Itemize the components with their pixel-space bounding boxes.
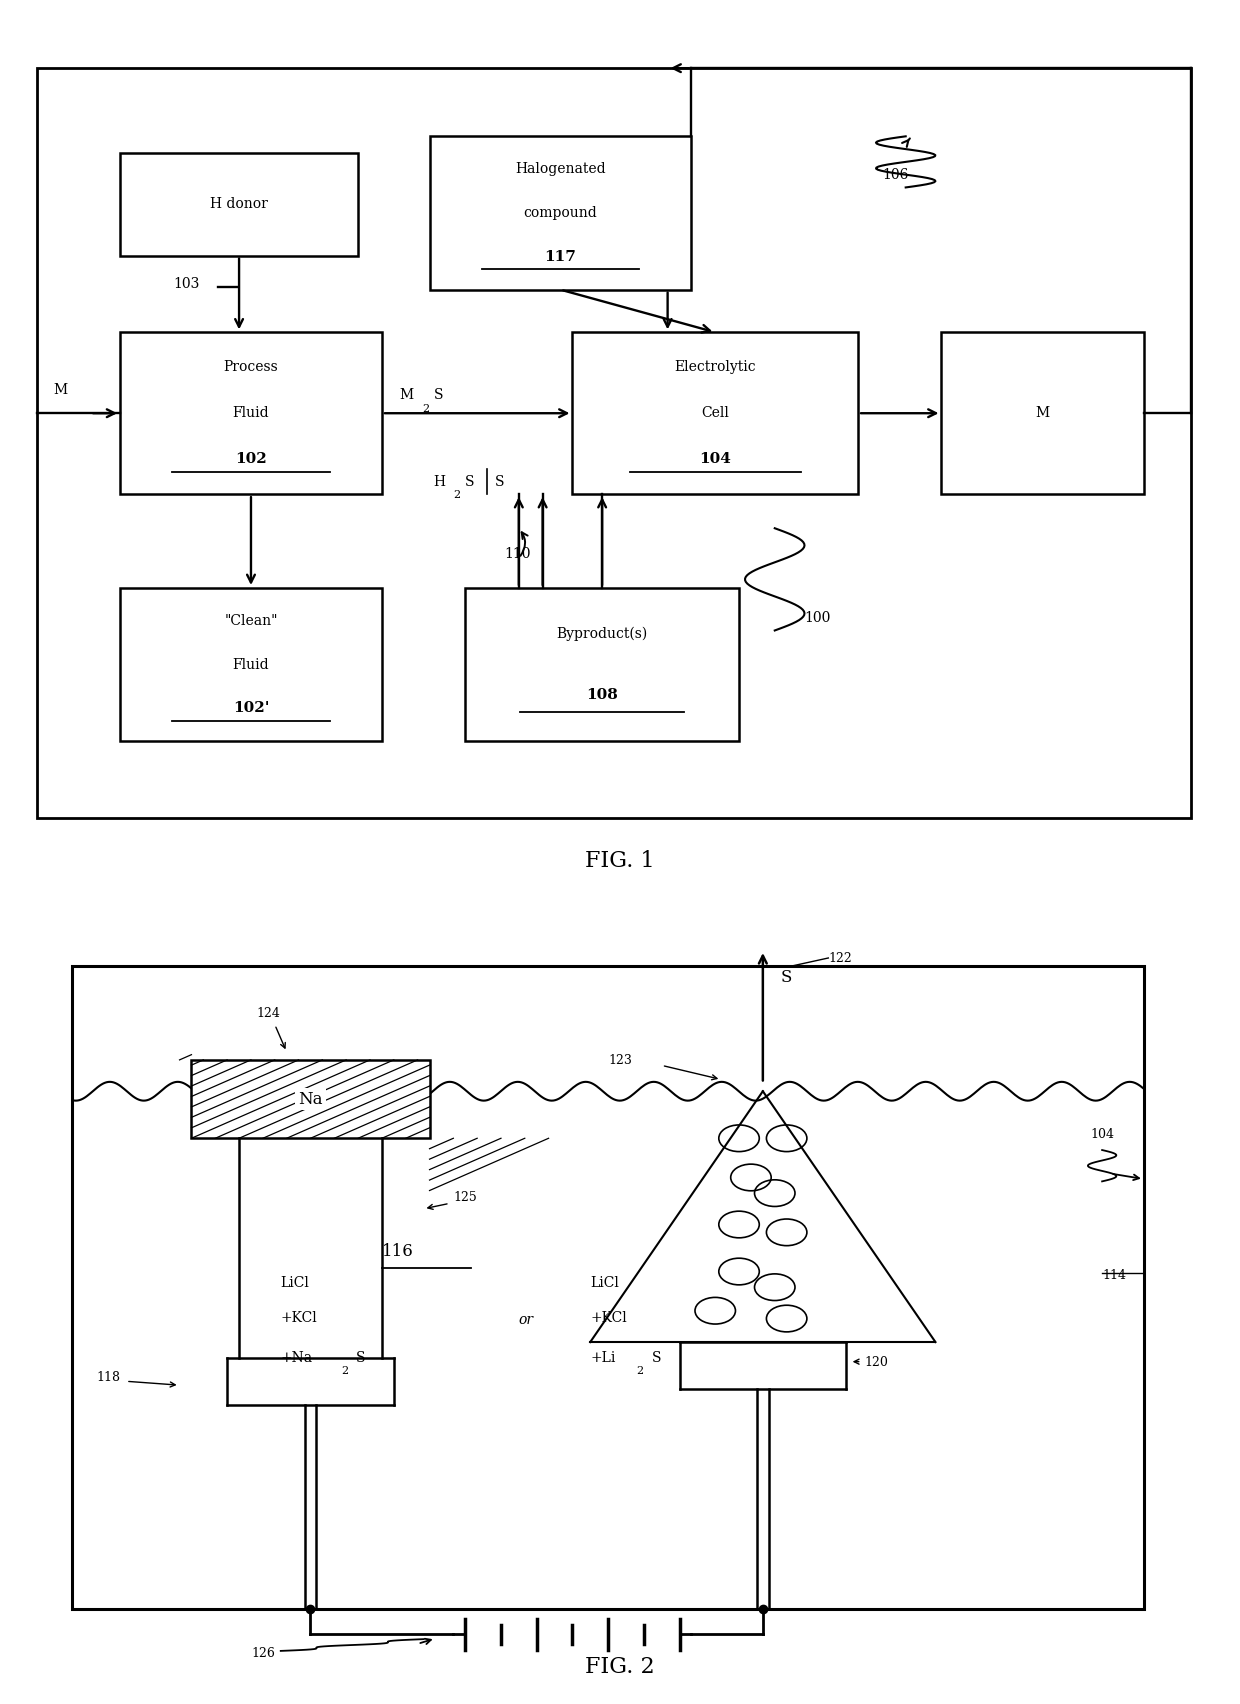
Text: Fluid: Fluid xyxy=(233,658,269,671)
FancyBboxPatch shape xyxy=(429,136,692,290)
Text: Fluid: Fluid xyxy=(233,406,269,421)
FancyBboxPatch shape xyxy=(120,153,358,256)
Text: Halogenated: Halogenated xyxy=(515,162,606,176)
Text: +Na: +Na xyxy=(280,1351,312,1365)
Text: 100: 100 xyxy=(805,612,831,625)
FancyBboxPatch shape xyxy=(72,966,1143,1609)
Text: Electrolytic: Electrolytic xyxy=(675,360,756,373)
Text: Na: Na xyxy=(299,1091,322,1108)
Text: H: H xyxy=(433,475,445,489)
Text: 110: 110 xyxy=(505,547,531,561)
Text: +Li: +Li xyxy=(590,1351,615,1365)
Text: FIG. 2: FIG. 2 xyxy=(585,1656,655,1678)
FancyBboxPatch shape xyxy=(120,588,382,741)
Text: 126: 126 xyxy=(250,1648,275,1660)
Text: Process: Process xyxy=(223,360,278,373)
Text: or: or xyxy=(518,1314,533,1327)
Text: 102: 102 xyxy=(236,453,267,467)
FancyBboxPatch shape xyxy=(120,332,382,494)
Text: 117: 117 xyxy=(544,250,577,264)
Text: 125: 125 xyxy=(454,1191,477,1205)
Text: 124: 124 xyxy=(257,1007,280,1019)
Text: LiCl: LiCl xyxy=(280,1276,310,1290)
Text: 2: 2 xyxy=(423,404,429,414)
Text: Byproduct(s): Byproduct(s) xyxy=(557,627,647,641)
Text: +KCl: +KCl xyxy=(590,1312,627,1326)
Text: compound: compound xyxy=(523,206,598,220)
Text: S: S xyxy=(356,1351,366,1365)
Text: 103: 103 xyxy=(174,278,200,291)
Text: 108: 108 xyxy=(587,688,618,702)
Text: 122: 122 xyxy=(828,953,852,964)
Text: "Clean": "Clean" xyxy=(224,613,278,627)
Text: 104: 104 xyxy=(699,453,732,467)
Text: S: S xyxy=(652,1351,662,1365)
Text: FIG. 1: FIG. 1 xyxy=(585,850,655,871)
Text: 120: 120 xyxy=(864,1356,888,1368)
Text: 104: 104 xyxy=(1090,1128,1115,1142)
FancyBboxPatch shape xyxy=(941,332,1143,494)
Text: 102': 102' xyxy=(233,702,269,716)
Text: M: M xyxy=(1035,406,1049,421)
Text: S: S xyxy=(465,475,475,489)
Text: 2: 2 xyxy=(636,1367,644,1377)
Text: LiCl: LiCl xyxy=(590,1276,619,1290)
Text: 114: 114 xyxy=(1102,1269,1126,1283)
Text: Cell: Cell xyxy=(702,406,729,421)
Text: 106: 106 xyxy=(882,169,908,182)
FancyBboxPatch shape xyxy=(573,332,858,494)
Text: M: M xyxy=(399,389,414,402)
Text: M: M xyxy=(53,383,67,397)
Text: H donor: H donor xyxy=(210,198,268,211)
Text: +KCl: +KCl xyxy=(280,1312,317,1326)
Text: S: S xyxy=(781,968,792,985)
Text: S: S xyxy=(495,475,505,489)
Text: 118: 118 xyxy=(97,1372,120,1384)
Text: 116: 116 xyxy=(382,1242,414,1259)
FancyBboxPatch shape xyxy=(465,588,739,741)
Text: 123: 123 xyxy=(608,1053,632,1067)
FancyBboxPatch shape xyxy=(191,1060,429,1138)
Text: S: S xyxy=(434,389,444,402)
Text: 2: 2 xyxy=(341,1367,348,1377)
Text: 2: 2 xyxy=(454,491,460,501)
